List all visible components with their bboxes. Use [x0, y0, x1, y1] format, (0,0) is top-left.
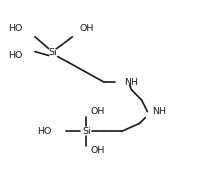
Text: Si: Si — [82, 127, 91, 136]
Text: HO: HO — [37, 127, 52, 136]
Text: HO: HO — [8, 51, 22, 60]
Text: OH: OH — [79, 25, 94, 33]
Text: NH: NH — [124, 78, 138, 87]
Text: Si: Si — [48, 48, 57, 57]
Text: OH: OH — [90, 146, 105, 155]
Text: HO: HO — [8, 25, 22, 33]
Text: OH: OH — [90, 107, 105, 116]
Text: NH: NH — [152, 107, 166, 116]
